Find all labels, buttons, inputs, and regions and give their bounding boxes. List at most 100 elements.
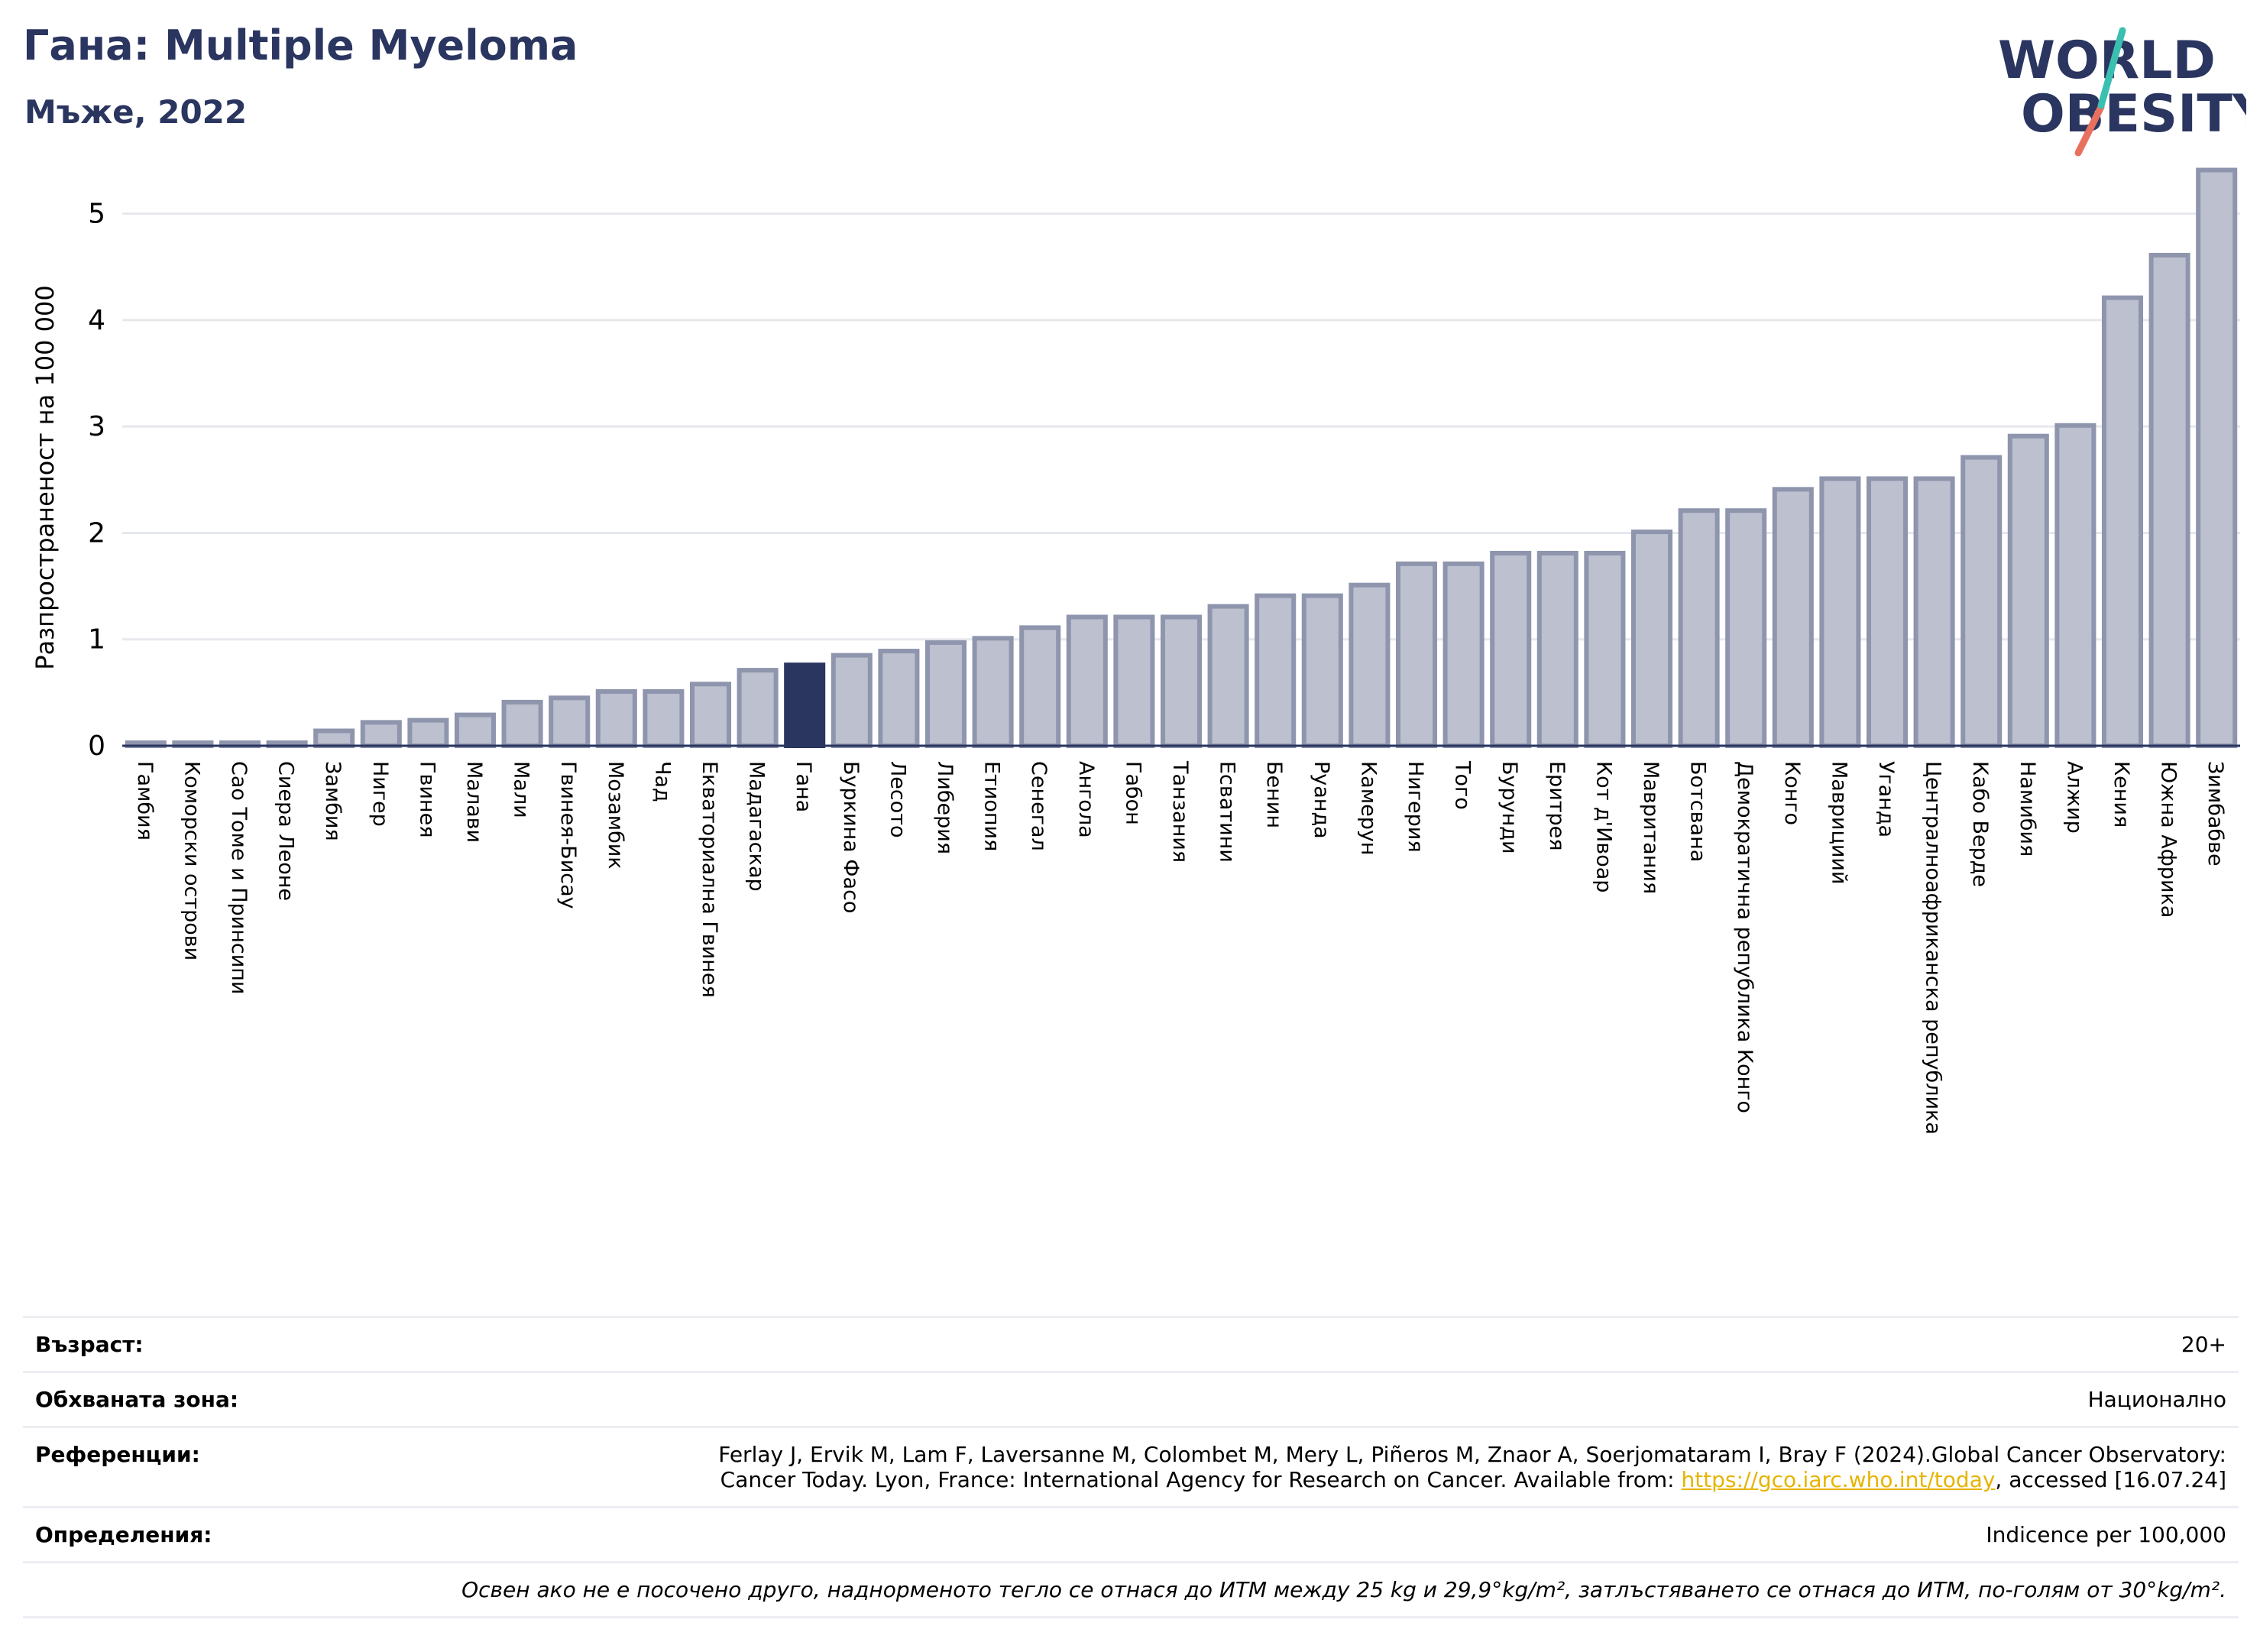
bar [360, 720, 402, 748]
page-title: Гана: Multiple Myeloma [23, 21, 578, 70]
y-axis-label: Разпространеност на 100 000 [31, 285, 60, 669]
definitions-label: Определения: [35, 1522, 212, 1547]
x-tick-label: Того [1451, 760, 1475, 810]
bar [1349, 582, 1391, 748]
x-tick-label: Камерун [1356, 761, 1380, 855]
x-tick-label: Лесото [886, 761, 909, 838]
bar [1678, 508, 1720, 748]
x-tick-label: Кот д'Ивоар [1591, 761, 1615, 892]
bar [1207, 604, 1249, 748]
bar [643, 688, 685, 748]
bar [1584, 550, 1626, 749]
x-tick-label: Нигер [368, 761, 392, 827]
bar [2101, 295, 2144, 748]
bar [784, 662, 826, 748]
bar [1819, 476, 1861, 749]
x-tick-label: Ботсвана [1686, 761, 1710, 862]
x-tick-label: Гвинея [415, 761, 439, 837]
y-tick-label: 5 [88, 199, 105, 230]
x-tick-label: Сенегал [1027, 761, 1051, 851]
bar [1066, 614, 1108, 748]
x-tick-label: Етиопия [980, 761, 1004, 851]
bar [689, 682, 732, 748]
bar [313, 728, 355, 749]
bar [549, 695, 591, 748]
x-tick-label: Руанда [1310, 761, 1333, 839]
x-tick-label: Бурунди [1497, 761, 1521, 854]
x-tick-label: Еритрея [1545, 761, 1569, 850]
references-value: Ferlay J, Ervik M, Lam F, Laversanne M, … [718, 1442, 2226, 1492]
bar [1866, 476, 1909, 749]
x-tick-label: Кабо Верде [1968, 761, 1992, 887]
bar [1772, 487, 1814, 748]
page-subtitle: Мъже, 2022 [24, 93, 248, 131]
bars [125, 167, 2238, 749]
x-tick-label: Конго [1780, 761, 1804, 825]
x-tick-label: Сиера Леоне [274, 761, 298, 901]
x-tick-label: Мали [510, 761, 533, 818]
note-row: Освен ако не е посочено друго, наднормен… [23, 1561, 2239, 1618]
age-value: 20+ [2181, 1332, 2226, 1357]
bar [1395, 561, 1438, 748]
definitions-value: Indicence per 100,000 [1986, 1522, 2226, 1547]
references-link[interactable]: https://gco.iarc.who.int/today [1681, 1467, 1996, 1492]
bar [501, 699, 543, 749]
x-tick-label: Кения [2109, 761, 2133, 828]
x-tick-label: Габон [1121, 761, 1145, 825]
x-tick-label: Мавритания [1639, 761, 1663, 894]
bar [595, 688, 637, 748]
x-tick-label: Алжир [2062, 761, 2086, 834]
bar [1536, 550, 1578, 749]
bar-chart: 0 1 2 3 4 5 Гамбия Коморски острови Сао Томе и … [31, 167, 2240, 1135]
x-tick-label: Гвинея-Бисау [556, 761, 580, 909]
bar [1725, 508, 1767, 748]
y-tick-label: 3 [88, 411, 105, 442]
bar [1630, 530, 1673, 748]
x-tick-label: Мадагаскар [745, 761, 769, 892]
logo-line2: OBESITY [2021, 84, 2246, 144]
references-row: Референции: Ferlay J, Ervik M, Lam F, La… [23, 1426, 2239, 1506]
bar [2007, 433, 2049, 748]
bar [1442, 561, 1485, 748]
definitions-row: Определения: Indicence per 100,000 [23, 1506, 2239, 1561]
bar [1490, 550, 1532, 749]
x-tick-label: Мозамбик [604, 761, 627, 870]
bar [2196, 167, 2238, 748]
age-row: Възраст: 20+ [23, 1316, 2239, 1371]
x-tick-label: Гана [792, 761, 815, 812]
x-tick-label: Замбия [321, 761, 345, 841]
x-tick-label: Нигерия [1404, 761, 1427, 853]
bar [1255, 593, 1297, 748]
bar [2054, 423, 2096, 748]
bar [1113, 614, 1155, 748]
x-tick-label: Танзания [1168, 760, 1192, 863]
x-tick-label: Маврициий [1827, 761, 1850, 884]
bar [972, 636, 1014, 748]
x-tick-label: Чад [650, 761, 674, 802]
x-tick-label: Намибия [2016, 761, 2039, 857]
y-tick-label: 4 [88, 305, 105, 336]
coverage-row: Обхваната зона: Национално [23, 1371, 2239, 1426]
bar [2148, 252, 2190, 749]
x-tick-label: Ангола [1074, 761, 1098, 838]
bar [454, 712, 497, 748]
y-tick-label: 2 [88, 517, 105, 549]
references-line2-pre: Cancer Today. Lyon, France: Internationa… [720, 1467, 1682, 1492]
x-tick-label: Есватини [1216, 761, 1239, 863]
x-tick-label: Южна Африка [2157, 761, 2181, 918]
bar [831, 653, 873, 748]
bar [1301, 593, 1343, 748]
x-tick-label: Сао Томе и Принсипи [227, 761, 251, 994]
references-label: Референции: [35, 1442, 200, 1467]
references-line2-post: , accessed [16.07.24] [1995, 1467, 2226, 1492]
age-label: Възраст: [35, 1332, 144, 1357]
y-ticks: 0 1 2 3 4 5 [88, 199, 105, 762]
bar [407, 717, 449, 748]
info-table: Възраст: 20+ Обхваната зона: Национално … [23, 1316, 2239, 1618]
bar [1160, 614, 1203, 748]
coverage-value: Национално [2087, 1387, 2226, 1412]
bar [1019, 625, 1061, 749]
y-tick-label: 0 [88, 730, 105, 762]
x-tick-labels: Гамбия Коморски острови Сао Томе и Принсип… [133, 760, 2227, 1135]
note-text: Освен ако не е посочено друго, наднормен… [461, 1577, 2226, 1602]
